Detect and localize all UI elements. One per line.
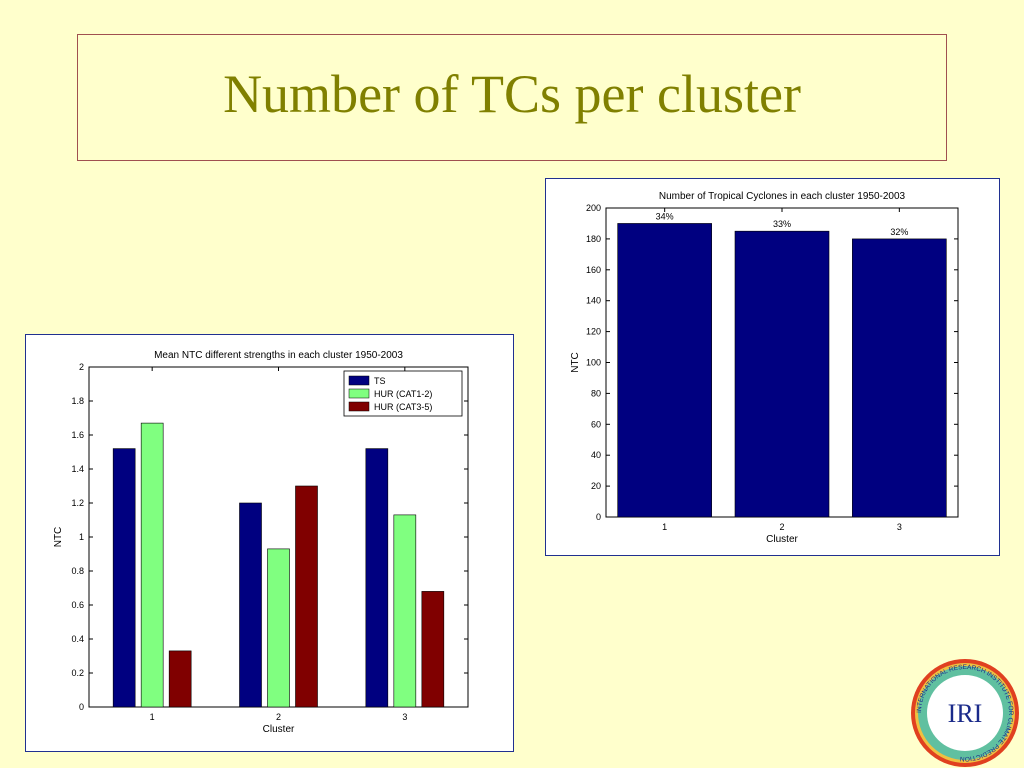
y-tick-label: 2 <box>79 362 84 372</box>
bar <box>267 548 290 708</box>
y-tick-label: 1 <box>79 532 84 542</box>
iri-logo: INTERNATIONAL RESEARCH INSTITUTE FOR CLI… <box>911 659 1019 767</box>
legend-label: TS <box>374 376 386 386</box>
x-axis-label: Cluster <box>766 534 798 545</box>
bar <box>365 448 389 708</box>
bar <box>168 650 192 708</box>
chart-title: Mean NTC different strengths in each clu… <box>154 350 403 361</box>
y-tick-label: 180 <box>586 234 601 244</box>
y-tick-label: 0 <box>79 702 84 712</box>
y-tick-label: 0 <box>596 512 601 522</box>
x-tick-label: 1 <box>662 522 667 532</box>
bar <box>112 448 136 708</box>
logo-text: IRI <box>948 699 983 728</box>
y-axis-label: NTC <box>53 527 64 548</box>
y-tick-label: 60 <box>591 419 601 429</box>
bar <box>852 238 947 518</box>
bar-label: 32% <box>890 227 908 237</box>
y-tick-label: 1.6 <box>71 430 84 440</box>
y-tick-label: 140 <box>586 296 601 306</box>
legend-swatch <box>348 388 370 399</box>
bar-label: 33% <box>773 219 791 229</box>
bar <box>617 223 712 518</box>
y-tick-label: 1.8 <box>71 396 84 406</box>
chart-ntc-by-strength: Mean NTC different strengths in each clu… <box>25 334 514 752</box>
chart-ntc-by-strength-svg: Mean NTC different strengths in each clu… <box>53 350 469 735</box>
y-tick-label: 160 <box>586 265 601 275</box>
logo-center <box>927 675 1003 751</box>
x-tick-label: 2 <box>779 522 784 532</box>
bar <box>734 230 830 518</box>
legend-label: HUR (CAT3-5) <box>374 402 432 412</box>
y-tick-label: 200 <box>586 203 601 213</box>
y-tick-label: 1.2 <box>71 498 84 508</box>
y-tick-label: 0.4 <box>71 634 84 644</box>
slide-title: Number of TCs per cluster <box>223 63 801 124</box>
bar <box>239 502 262 708</box>
y-axis-label: NTC <box>570 352 581 373</box>
x-tick-label: 3 <box>897 522 902 532</box>
chart-tc-count-svg: Number of Tropical Cyclones in each clus… <box>570 191 959 545</box>
x-tick-label: 3 <box>402 712 407 722</box>
y-tick-label: 40 <box>591 450 601 460</box>
y-tick-label: 80 <box>591 388 601 398</box>
bar <box>295 485 318 708</box>
title-box: Number of TCs per cluster <box>77 34 947 161</box>
y-tick-label: 100 <box>586 358 601 368</box>
legend-swatch <box>348 375 370 386</box>
y-tick-label: 120 <box>586 327 601 337</box>
bar <box>140 422 164 708</box>
y-tick-label: 0.8 <box>71 566 84 576</box>
chart-title: Number of Tropical Cyclones in each clus… <box>659 191 906 202</box>
y-tick-label: 1.4 <box>71 464 84 474</box>
y-tick-label: 20 <box>591 481 601 491</box>
legend-label: HUR (CAT1-2) <box>374 389 432 399</box>
bar <box>393 514 417 708</box>
chart-tc-count: Number of Tropical Cyclones in each clus… <box>545 178 1000 556</box>
x-axis-label: Cluster <box>263 724 295 735</box>
y-tick-label: 0.2 <box>71 668 84 678</box>
bar <box>421 591 445 708</box>
y-tick-label: 0.6 <box>71 600 84 610</box>
x-tick-label: 1 <box>150 712 155 722</box>
x-tick-label: 2 <box>276 712 281 722</box>
legend-swatch <box>348 401 370 412</box>
bar-label: 34% <box>656 211 674 221</box>
